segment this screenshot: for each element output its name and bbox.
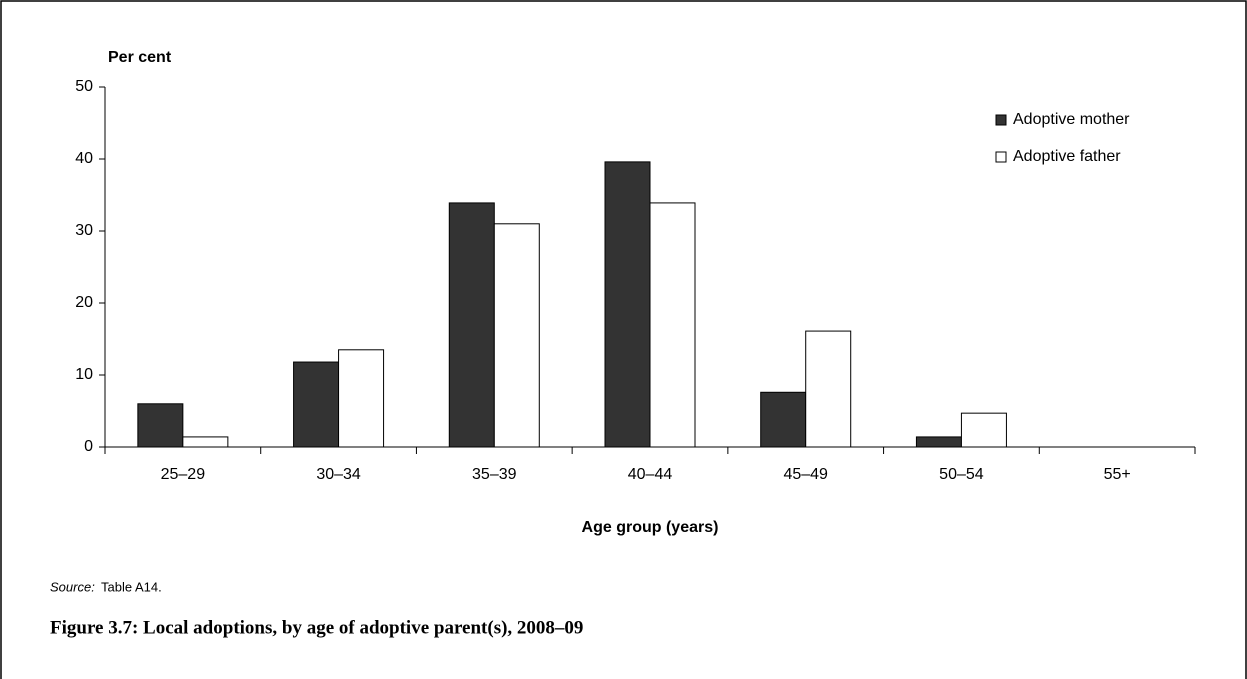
x-tick-label: 35–39 — [472, 466, 517, 483]
caption: Figure 3.7: Local adoptions, by age of a… — [50, 617, 583, 638]
x-tick-label: 25–29 — [161, 466, 206, 483]
source-text: Table A14. — [101, 579, 162, 594]
source-label: Source: — [50, 579, 95, 594]
y-tick-label: 50 — [75, 78, 93, 95]
y-tick-label: 20 — [75, 294, 93, 311]
bar — [448, 202, 495, 448]
bar — [649, 202, 696, 448]
x-tick-label: 30–34 — [316, 466, 361, 483]
y-tick-label: 40 — [75, 150, 93, 167]
bar — [604, 161, 651, 448]
bar — [960, 412, 1007, 448]
bar — [493, 223, 540, 448]
legend-label: Adoptive mother — [1013, 111, 1130, 128]
legend-swatch — [995, 114, 1007, 126]
y-axis-label: Per cent — [108, 49, 172, 66]
bar — [805, 330, 852, 448]
bar — [293, 361, 340, 448]
legend-swatch — [995, 151, 1007, 163]
x-tick-label: 55+ — [1104, 466, 1131, 483]
x-tick-label: 50–54 — [939, 466, 984, 483]
y-tick-label: 0 — [84, 438, 93, 455]
bar — [182, 436, 229, 448]
bar — [338, 349, 385, 448]
x-tick-label: 45–49 — [783, 466, 828, 483]
bar — [915, 436, 962, 448]
x-axis-label: Age group (years) — [582, 519, 719, 536]
x-tick-label: 40–44 — [628, 466, 673, 483]
bar — [760, 391, 807, 448]
legend-label: Adoptive father — [1013, 148, 1121, 165]
y-tick-label: 30 — [75, 222, 93, 239]
bar — [137, 403, 184, 448]
y-tick-label: 10 — [75, 366, 93, 383]
